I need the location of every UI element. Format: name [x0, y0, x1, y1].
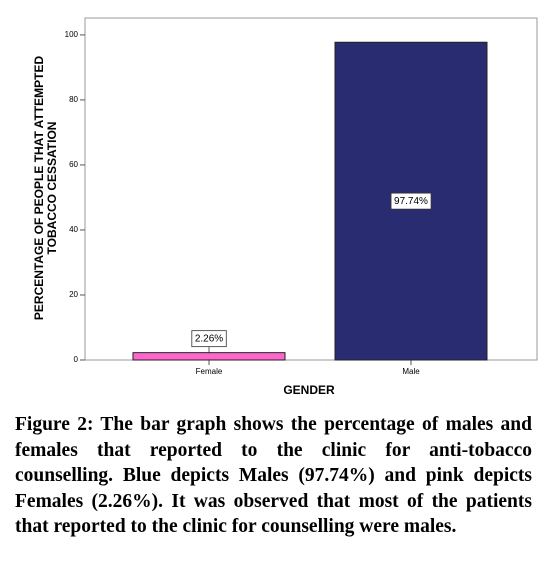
y-tick-label: 80 — [69, 95, 78, 104]
value-label: 2.26% — [195, 333, 223, 344]
figure-caption: Figure 2: The bar graph shows the percen… — [15, 414, 532, 537]
x-tick-label: Female — [196, 367, 223, 376]
y-axis-title: PERCENTAGE OF PEOPLE THAT ATTEMPTED — [32, 56, 46, 321]
y-tick-label: 40 — [69, 225, 78, 234]
x-tick-label: Male — [402, 367, 420, 376]
bar — [132, 352, 286, 361]
y-tick-label: 20 — [69, 290, 78, 299]
x-axis-title: GENDER — [283, 383, 335, 397]
y-tick-label: 60 — [69, 160, 78, 169]
value-label: 97.74% — [394, 196, 428, 207]
chart: GENDER PERCENTAGE OF PEOPLE THAT ATTEMPT… — [32, 17, 538, 397]
y-axis-title: TOBACCO CESSATION — [45, 122, 59, 255]
value-label-box — [390, 192, 432, 210]
y-tick-label: 0 — [74, 355, 79, 364]
y-tick-label: 100 — [65, 30, 79, 39]
